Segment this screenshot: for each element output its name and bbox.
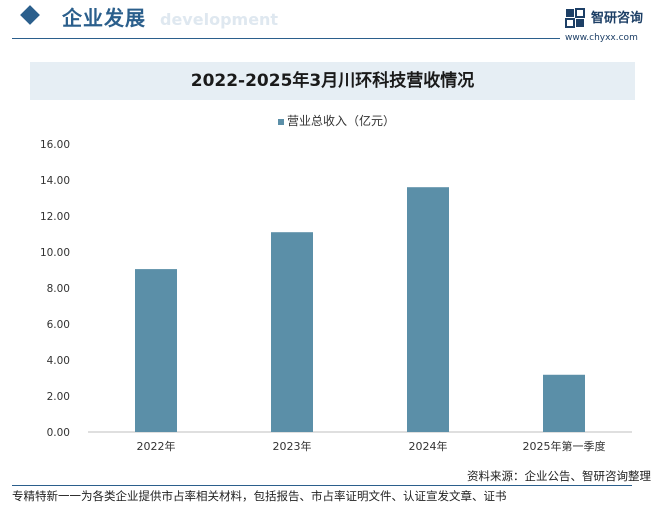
y-tick-label: 4.00 — [47, 355, 70, 367]
footer-tagline: 专精特新一一为各类企业提供市占率相关材料，包括报告、市占率证明文件、认证宣发文章… — [12, 489, 507, 503]
y-tick-label: 14.00 — [40, 175, 70, 187]
legend-label: 营业总收入（亿元） — [287, 114, 396, 128]
x-tick-label: 2024年 — [409, 439, 448, 453]
bar — [271, 232, 313, 432]
logo-url: www.chyxx.com — [565, 33, 638, 43]
y-tick-label: 10.00 — [40, 247, 70, 259]
legend: 营业总收入（亿元） — [278, 112, 395, 129]
y-tick-label: 6.00 — [47, 319, 70, 331]
y-tick-label: 16.00 — [40, 139, 70, 151]
bar — [407, 187, 449, 432]
y-tick-label: 12.00 — [40, 211, 70, 223]
footer-divider — [12, 485, 632, 486]
section-title: 企业发展 — [62, 6, 146, 30]
header: 企业发展 development 智研咨询 www.chyxx.com — [0, 0, 665, 44]
source-note: 资料来源：企业公告、智研咨询整理 — [467, 469, 651, 483]
x-tick-label: 2025年第一季度 — [523, 439, 606, 453]
bar — [135, 269, 177, 432]
chart-title-band: 2022-2025年3月川环科技营收情况 — [30, 62, 635, 100]
header-divider — [12, 38, 560, 39]
logo-name: 智研咨询 — [591, 11, 644, 26]
y-tick-label: 8.00 — [47, 283, 70, 295]
x-tick-label: 2023年 — [273, 439, 312, 453]
bar-chart: 0.00 2.00 4.00 6.00 8.00 10.00 12.00 14.00 16.00… — [40, 139, 632, 453]
logo-icon — [565, 8, 585, 28]
chart-title: 2022-2025年3月川环科技营收情况 — [190, 71, 475, 91]
bar — [543, 374, 585, 432]
x-tick-label: 2022年 — [137, 439, 176, 453]
section-subtitle: development — [160, 10, 279, 29]
y-tick-label: 2.00 — [47, 391, 70, 403]
legend-swatch — [278, 118, 284, 125]
y-tick-label: 0.00 — [47, 427, 70, 439]
